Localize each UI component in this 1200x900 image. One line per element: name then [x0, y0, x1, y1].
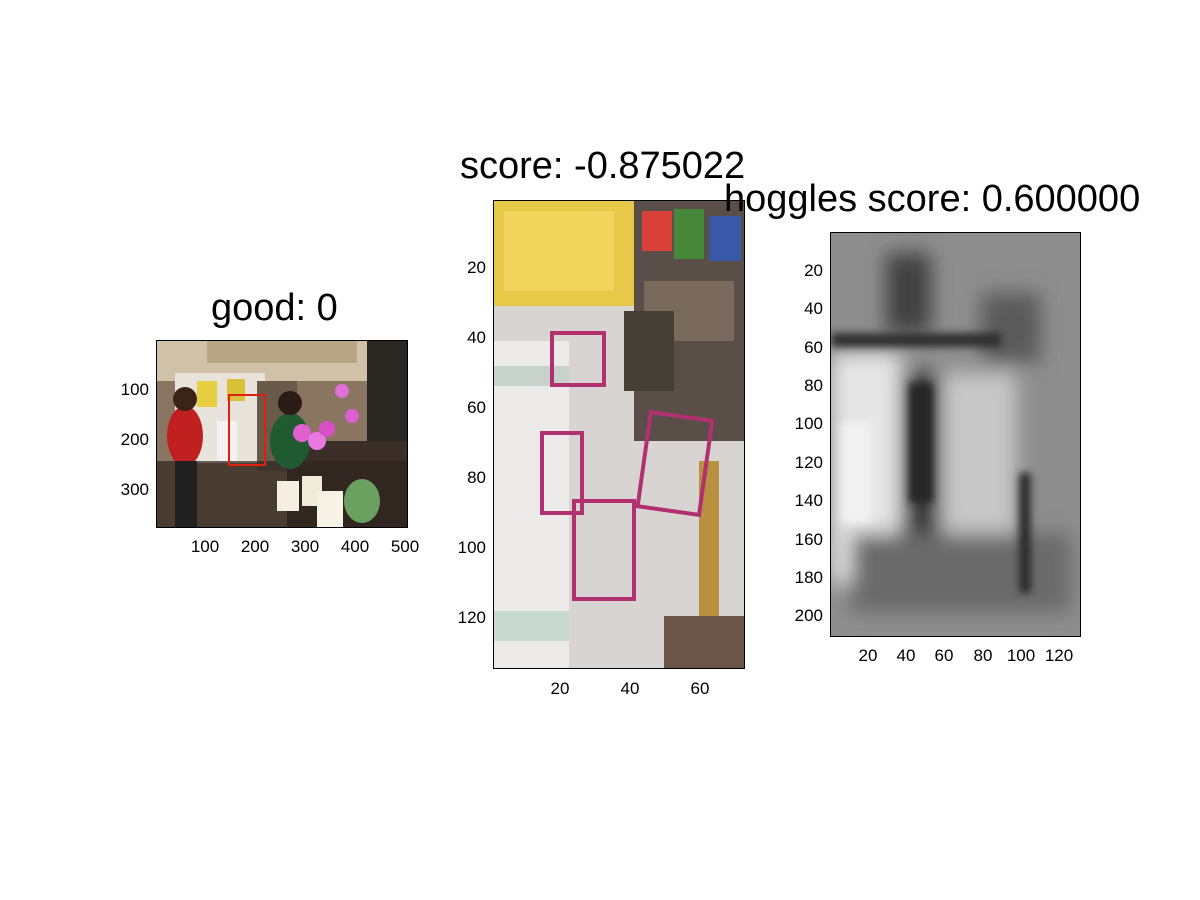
panel-1-xtick: 400 — [340, 537, 370, 556]
panel-2-image — [493, 200, 745, 669]
panel-3-ytick: 200 — [794, 606, 823, 625]
hog-visualization — [831, 233, 1080, 636]
panel-1-image — [156, 340, 408, 528]
panel-3-ytick: 40 — [804, 299, 823, 318]
panel-2-ytick: 120 — [457, 608, 486, 627]
panel-3-ytick: 100 — [794, 414, 823, 433]
panel-2-ytick: 100 — [457, 538, 486, 557]
panel-2-xtick: 20 — [550, 679, 570, 698]
panel-2-ytick: 80 — [467, 468, 486, 487]
panel-3-ytick: 180 — [794, 568, 823, 587]
panel-1-title: good: 0 — [211, 287, 338, 329]
panel-3-ytick: 160 — [794, 530, 823, 549]
panel-1-xtick: 500 — [390, 537, 420, 556]
panel-2-title: score: -0.875022 — [460, 145, 746, 187]
panel-3-title: hoggles score: 0.600000 — [724, 178, 1141, 220]
panel-3-ytick: 80 — [804, 376, 823, 395]
panel-3-ytick: 120 — [794, 453, 823, 472]
panel-3-xtick: 60 — [934, 646, 954, 665]
panel-2-ytick: 60 — [467, 398, 486, 417]
panel-1-xtick: 200 — [240, 537, 270, 556]
panel-3-ytick: 60 — [804, 338, 823, 357]
panel-1-ytick: 200 — [120, 430, 149, 449]
panel-1-ytick: 300 — [120, 480, 149, 499]
panel-1-xtick: 100 — [190, 537, 220, 556]
panel-2-xtick: 40 — [620, 679, 640, 698]
panel-3-ytick: 140 — [794, 491, 823, 510]
panel-3-xtick: 100 — [1006, 646, 1036, 665]
panel-1-xtick: 300 — [290, 537, 320, 556]
panel-3-image — [830, 232, 1081, 637]
kitchen-photo — [157, 341, 407, 527]
panel-3-xtick: 120 — [1044, 646, 1074, 665]
panel-3-xtick: 20 — [858, 646, 878, 665]
panel-2-ytick: 40 — [467, 328, 486, 347]
panel-2-xtick: 60 — [690, 679, 710, 698]
panel-2-ytick: 20 — [467, 258, 486, 277]
detection-box — [228, 394, 266, 466]
panel-3-xtick: 40 — [896, 646, 916, 665]
panel-3-ytick: 20 — [804, 261, 823, 280]
panel-3-xtick: 80 — [973, 646, 993, 665]
panel-1-ytick: 100 — [120, 380, 149, 399]
fridge-patch — [494, 201, 744, 668]
